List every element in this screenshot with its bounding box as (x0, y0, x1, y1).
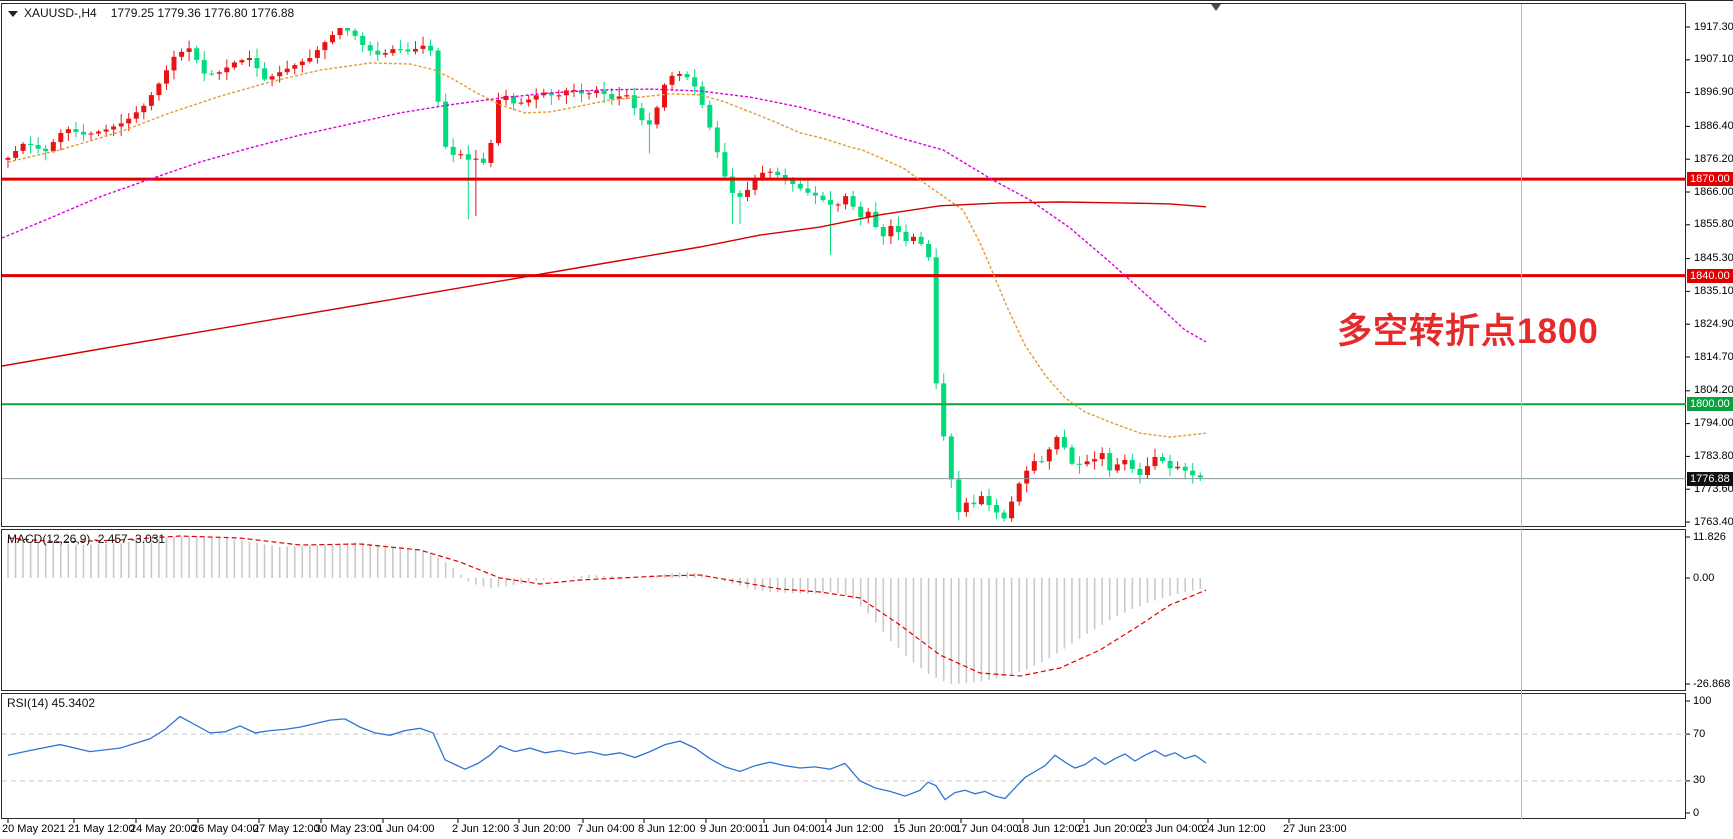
price-axis-tick: 1845.30 (1694, 252, 1733, 265)
chart-shift-line (1521, 4, 1522, 819)
time-axis-label: 24 May 20:00 (130, 823, 197, 835)
time-axis-label: 15 Jun 20:00 (893, 823, 957, 835)
price-axis-tick: 1773.60 (1694, 482, 1733, 495)
time-axis-label: 27 Jun 23:00 (1283, 823, 1347, 835)
price-axis-tick: 1866.00 (1694, 185, 1733, 198)
time-axis-label: 26 May 04:00 (192, 823, 259, 835)
time-axis-label: 9 Jun 20:00 (700, 823, 758, 835)
time-axis-label: 21 May 12:00 (68, 823, 135, 835)
ohlc-values: 1779.25 1779.36 1776.80 1776.88 (110, 6, 295, 20)
time-axis-label: 8 Jun 12:00 (638, 823, 696, 835)
price-axis-tick: 1886.40 (1694, 119, 1733, 132)
price-axis-tick: 1876.20 (1694, 152, 1733, 165)
time-axis-label: 11 Jun 04:00 (758, 823, 821, 835)
chart-annotation-text: 多空转折点1800 (1337, 312, 1599, 351)
time-axis-label: 21 Jun 20:00 (1078, 823, 1142, 835)
time-axis-label: 1 Jun 04:00 (377, 823, 435, 835)
time-axis-label: 14 Jun 12:00 (820, 823, 884, 835)
price-line-label: 1840.00 (1687, 268, 1733, 283)
time-axis-label: 20 May 2021 (2, 823, 66, 835)
time-axis-label: 3 Jun 20:00 (513, 823, 571, 835)
price-axis-tick: 1814.70 (1694, 350, 1733, 363)
rsi-axis-tick: 30 (1693, 774, 1706, 787)
symbol-dropdown-icon[interactable] (8, 11, 18, 17)
price-line-label: 1776.88 (1687, 471, 1733, 486)
price-line-label: 1870.00 (1687, 172, 1733, 187)
time-axis-label: 2 Jun 12:00 (452, 823, 510, 835)
price-axis-tick: 1763.40 (1694, 515, 1733, 528)
macd-panel[interactable] (1, 529, 1686, 691)
price-axis-tick: 1824.90 (1694, 317, 1733, 330)
rsi-axis-tick: 100 (1693, 694, 1712, 707)
price-axis-tick: 1804.20 (1694, 384, 1733, 397)
time-axis-label: 23 Jun 04:00 (1140, 823, 1204, 835)
macd-axis-tick: 0.00 (1693, 571, 1715, 584)
price-axis-tick: 1794.00 (1694, 417, 1733, 430)
time-axis-label: 27 May 12:00 (253, 823, 320, 835)
time-axis-label: 18 Jun 12:00 (1017, 823, 1081, 835)
time-axis-label: 24 Jun 12:00 (1202, 823, 1266, 835)
macd-axis-tick: -26.868 (1693, 677, 1731, 690)
rsi-indicator-label: RSI(14) 45.3402 (7, 696, 96, 710)
rsi-axis-tick: 0 (1693, 806, 1700, 819)
price-axis-tick: 1783.80 (1694, 449, 1733, 462)
symbol-timeframe-label: XAUUSD-,H4 (24, 6, 97, 20)
price-line-label: 1800.00 (1687, 397, 1733, 412)
symbol-title-bar: XAUUSD-,H4 1779.25 1779.36 1776.80 1776.8… (8, 6, 294, 20)
rsi-axis-tick: 70 (1693, 727, 1706, 740)
window-top-border (0, 0, 1733, 1)
time-axis-label: 30 May 23:00 (315, 823, 382, 835)
time-axis-label: 17 Jun 04:00 (955, 823, 1019, 835)
price-axis-tick: 1907.10 (1694, 53, 1733, 66)
main-chart-panel[interactable] (1, 3, 1686, 527)
macd-axis-tick: 11.826 (1693, 530, 1726, 543)
price-axis-tick: 1917.30 (1694, 20, 1733, 33)
chart-shift-marker-icon[interactable] (1211, 4, 1221, 11)
price-axis-tick: 1855.80 (1694, 218, 1733, 231)
macd-indicator-label: MACD(12,26,9) -2.457 -3.031 (7, 532, 166, 546)
rsi-panel[interactable] (1, 693, 1686, 819)
time-axis-label: 7 Jun 04:00 (577, 823, 635, 835)
price-axis-tick: 1835.10 (1694, 284, 1733, 297)
price-axis-tick: 1896.90 (1694, 86, 1733, 99)
